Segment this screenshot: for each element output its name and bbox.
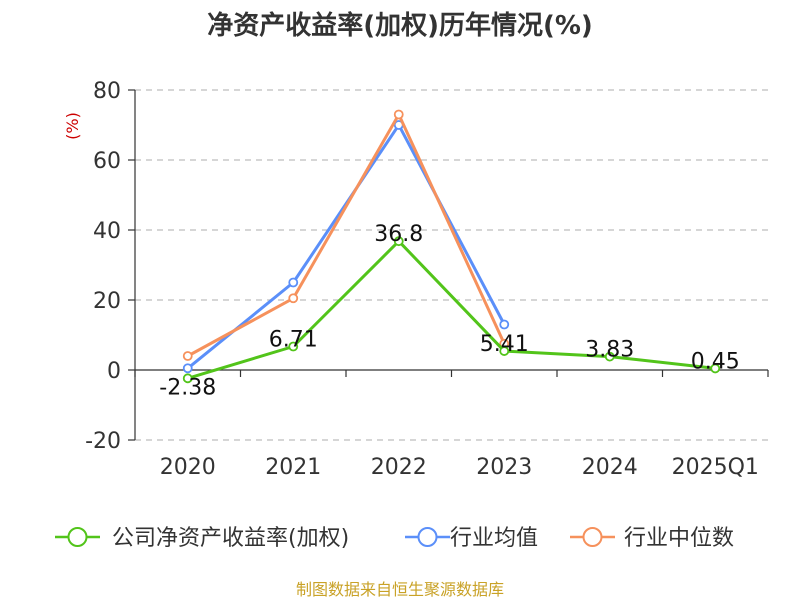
y-axis-unit-label: (%) (63, 112, 82, 140)
series-point (499, 319, 510, 330)
legend-item[interactable]: 行业中位数 (570, 526, 734, 551)
y-tick-label: -20 (85, 429, 121, 454)
data-labels: -2.38 6.71 36.8 5.41 3.83 0.45 (159, 222, 739, 400)
series-point (182, 351, 193, 361)
series-point (393, 109, 404, 120)
series-line (187, 239, 716, 380)
legend-item[interactable]: 行业均值 (405, 526, 538, 551)
series-point (288, 293, 299, 304)
axes (128, 89, 769, 441)
series-point (288, 277, 299, 288)
series-point (288, 341, 299, 352)
y-tick-label: 0 (107, 359, 121, 384)
legend-label: 行业均值 (450, 526, 538, 551)
x-tick-label: 2025Q1 (672, 455, 759, 480)
data-label: 36.8 (374, 222, 423, 247)
legend-label: 公司净资产收益率(加权) (112, 526, 349, 551)
x-tick-label: 2022 (371, 455, 427, 480)
series-point (393, 236, 404, 247)
data-label: -2.38 (159, 375, 216, 400)
data-label: 6.71 (269, 328, 318, 353)
legend-marker-icon (582, 527, 603, 547)
x-tick-label: 2024 (582, 455, 638, 480)
series-group (182, 109, 721, 384)
chart-title: 净资产收益率(加权)历年情况(%) (207, 10, 593, 41)
x-tick-labels: 2020 2021 2022 2023 2024 2025Q1 (160, 455, 759, 480)
legend[interactable]: 公司净资产收益率(加权) 行业均值 行业中位数 (55, 526, 734, 551)
series-point (710, 363, 721, 374)
y-tick-label: 80 (93, 79, 121, 104)
series-line (186, 123, 506, 370)
source-note: 制图数据来自恒生聚源数据库 (296, 580, 504, 599)
legend-item[interactable]: 公司净资产收益率(加权) (55, 526, 349, 551)
series-point (182, 363, 193, 374)
series-point (499, 346, 510, 356)
legend-label: 行业中位数 (624, 526, 734, 551)
x-tick-label: 2023 (476, 455, 532, 480)
legend-marker-icon (417, 527, 438, 547)
data-label: 0.45 (691, 349, 740, 374)
y-tick-labels: -20 0 20 40 60 80 (85, 79, 121, 454)
x-tick-label: 2020 (160, 455, 216, 480)
y-tick-label: 40 (93, 219, 121, 244)
gridlines (135, 89, 768, 441)
series-point (182, 373, 193, 384)
y-tick-label: 20 (93, 289, 121, 314)
series-point (604, 351, 615, 362)
data-label: 5.41 (480, 332, 529, 357)
legend-marker-icon (67, 527, 88, 547)
series-line (187, 113, 506, 358)
x-tick-label: 2021 (265, 455, 321, 480)
data-label: 3.83 (585, 338, 634, 363)
y-tick-label: 60 (93, 149, 121, 174)
